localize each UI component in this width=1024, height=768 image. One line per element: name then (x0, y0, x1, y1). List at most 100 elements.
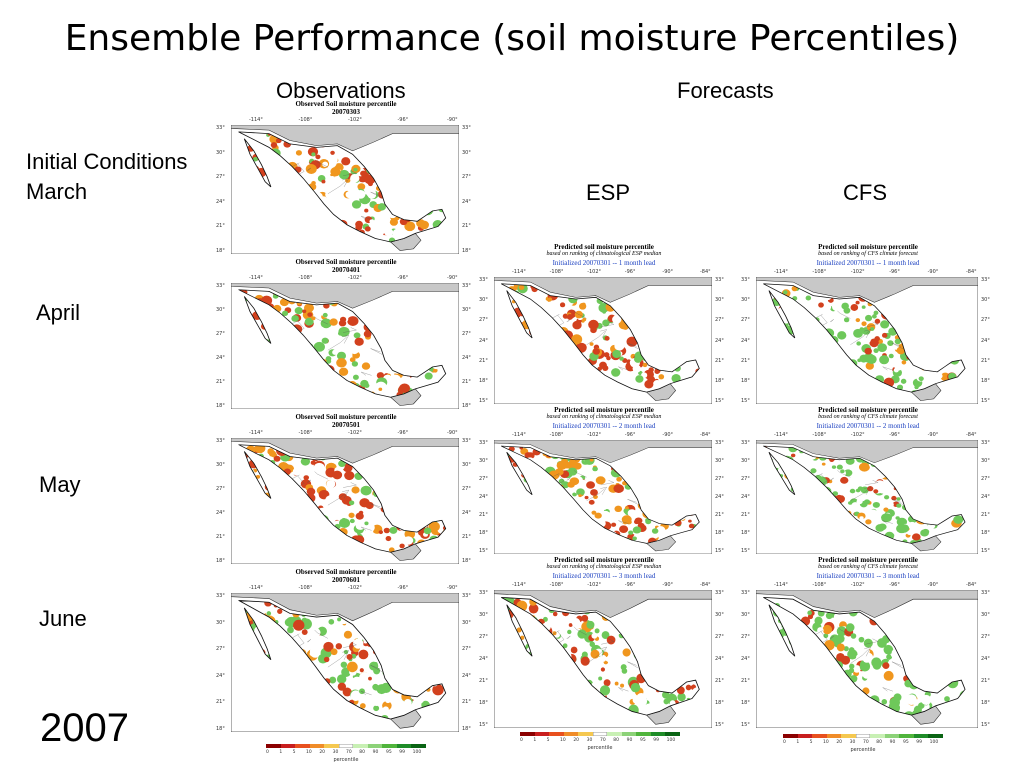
percentile-cell (330, 648, 338, 656)
percentile-cell (897, 510, 907, 518)
state-border (566, 635, 571, 639)
state-border (361, 216, 372, 220)
percentile-cell (941, 526, 950, 534)
latitude-tick-label: 27° (216, 486, 225, 492)
percentile-cell (600, 510, 611, 520)
percentile-cell (255, 475, 261, 479)
percentile-cell (841, 302, 849, 310)
state-border (306, 639, 311, 643)
percentile-cell (329, 175, 335, 181)
percentile-cell (944, 696, 950, 702)
percentile-cell (580, 656, 590, 666)
percentile-cell (616, 476, 622, 482)
latitude-tick-label: 27° (479, 634, 488, 640)
longitude-tick-label: -90° (662, 269, 674, 275)
state-border (361, 371, 372, 376)
percentile-cell (338, 493, 348, 501)
map-panel-esp-1-month: Predicted soil moisture percentile based … (478, 243, 730, 408)
legend-color-swatch (280, 744, 296, 748)
percentile-cell (337, 682, 347, 691)
legend-tick-label: 20 (836, 740, 843, 745)
percentile-cell (582, 317, 587, 322)
latitude-tick-label: 18° (216, 726, 225, 732)
percentile-cell (576, 488, 585, 496)
percentile-cell (336, 351, 347, 360)
percentile-cell (311, 152, 316, 157)
panel-date: 20070501 (332, 421, 360, 429)
latitude-tick-label: 30° (981, 458, 990, 464)
state-border (618, 687, 629, 692)
legend-tick-label: 90 (889, 740, 896, 745)
percentile-cell (378, 387, 383, 391)
soil-moisture-map (494, 440, 712, 554)
percentile-cell (620, 683, 625, 688)
longitude-tick-label: -114° (249, 117, 263, 123)
latitude-tick-label: 33° (216, 438, 225, 444)
panel-subtitle: based on ranking of climatological ESP m… (546, 251, 662, 257)
row-label-april: April (36, 300, 81, 325)
state-border (342, 334, 350, 344)
percentile-cell (891, 531, 901, 540)
percentile-cell (592, 347, 601, 355)
percentile-cell (841, 655, 851, 665)
percentile-cell (524, 452, 533, 459)
percentile-cell (385, 697, 391, 704)
mexico-outline (763, 283, 966, 393)
state-border (600, 486, 607, 495)
percentile-cell (627, 509, 637, 517)
percentile-cell (277, 608, 283, 614)
percentile-cell (873, 489, 879, 494)
latitude-tick-label: 27° (981, 634, 990, 640)
longitude-tick-label: -108° (549, 432, 564, 438)
state-border (865, 321, 879, 328)
state-border (327, 652, 348, 668)
legend-tick-label: 70 (599, 738, 606, 743)
longitude-tick-label: -96° (397, 430, 409, 436)
latitude-tick-label: 18° (216, 248, 225, 254)
percentile-cell (591, 510, 597, 515)
percentile-cell (807, 614, 814, 620)
latitude-tick-label: 21° (479, 512, 488, 518)
percentile-cell (572, 320, 582, 330)
percentile-cell (340, 661, 348, 668)
percentile-cell (859, 516, 864, 520)
percentile-cell (378, 234, 390, 242)
percentile-cell (858, 646, 869, 657)
legend-tick-label: 30 (849, 740, 856, 745)
percentile-cell (589, 641, 596, 648)
percentile-cell (677, 692, 686, 702)
soil-moisture-map (231, 438, 459, 564)
percentile-cell (404, 221, 416, 232)
latitude-tick-label: 33° (479, 277, 488, 283)
percentile-cell (856, 498, 863, 505)
percentile-legend-obs: 0 1 5 10 20 30 70 80 90 95 99 100 percentile (266, 744, 427, 764)
percentile-cell (359, 688, 365, 695)
longitude-tick-label: -96° (397, 275, 409, 281)
percentile-cell (291, 315, 299, 322)
percentile-cell (294, 307, 303, 315)
legend-tick-label: 99 (399, 750, 406, 755)
legend-color-swatch (592, 732, 608, 736)
percentile-cell (338, 169, 350, 180)
percentile-cell (389, 218, 399, 226)
longitude-tick-label: -84° (966, 269, 977, 275)
legend-tick-label: 100 (412, 750, 422, 755)
percentile-cell (567, 629, 572, 635)
percentile-cell (600, 667, 605, 672)
percentile-cell (872, 501, 880, 508)
year-label: 2007 (40, 706, 129, 750)
legend-tick-label: 10 (822, 740, 829, 745)
legend-color-swatch (841, 734, 856, 738)
percentile-cell (355, 190, 366, 199)
legend-tick-label: 5 (546, 738, 550, 743)
percentile-cell (873, 310, 879, 316)
map-panel-cfs-1-month: Predicted soil moisture percentile based … (740, 243, 996, 408)
latitude-tick-label: 15° (741, 548, 750, 554)
percentile-cell (351, 361, 359, 367)
latitude-tick-label: 27° (981, 317, 990, 324)
percentile-cell (346, 661, 358, 673)
latitude-tick-label: 18° (216, 558, 225, 564)
latitude-tick-label: 33° (741, 440, 750, 446)
latitude-tick-label: 18° (462, 558, 471, 564)
percentile-cell (644, 380, 654, 389)
